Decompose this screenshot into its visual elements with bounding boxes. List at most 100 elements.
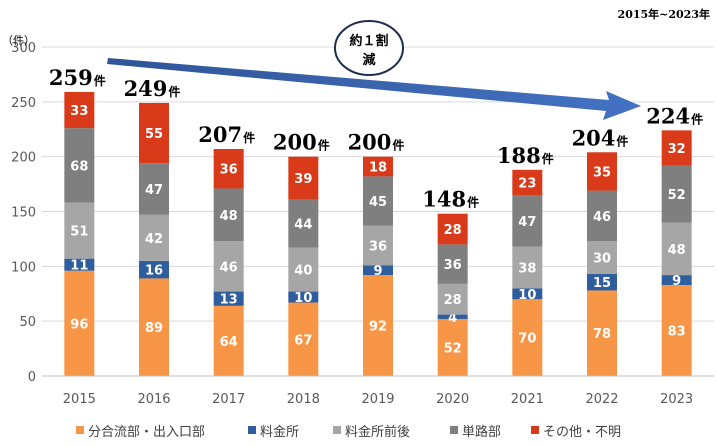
total-unit: 件 [168, 84, 180, 99]
total-unit: 件 [243, 130, 255, 145]
bar-segment [363, 225, 393, 266]
total-label: 204件 [572, 125, 629, 150]
bar-segment [587, 241, 617, 275]
data-label: 52 [444, 341, 462, 356]
bar-segment [437, 213, 468, 245]
total-label: 259件 [49, 65, 106, 90]
data-label: 33 [70, 104, 88, 119]
data-label: 47 [145, 183, 163, 198]
bar-segment [213, 305, 244, 376]
legend-swatch [333, 426, 341, 434]
data-label: 46 [220, 260, 238, 275]
data-label: 47 [518, 215, 536, 230]
bar-segment [288, 247, 319, 292]
total-label: 224件 [646, 103, 703, 128]
total-unit: 件 [542, 151, 554, 166]
data-label: 13 [220, 293, 238, 308]
bar-segment [139, 260, 169, 279]
total-value: 259 [49, 65, 93, 90]
bar-segment [64, 202, 95, 259]
bar-segment [661, 275, 692, 285]
bar-segment [213, 188, 244, 242]
total-value: 188 [497, 143, 541, 168]
x-tick-label: 2018 [287, 392, 320, 407]
data-label: 11 [70, 259, 88, 274]
bar-segment [213, 241, 244, 292]
data-label: 10 [518, 288, 536, 303]
total-unit: 件 [392, 138, 404, 153]
trend-arrow-shape [107, 58, 641, 120]
data-label: 40 [294, 264, 312, 279]
total-unit: 件 [94, 73, 106, 88]
data-label: 89 [145, 321, 163, 336]
data-label: 42 [145, 232, 163, 247]
total-label: 200件 [273, 130, 330, 155]
bar-segment [288, 302, 319, 376]
bar-segment [139, 163, 169, 215]
y-tick-label: 100 [11, 260, 36, 275]
bar-segment [587, 290, 617, 376]
legend-label: 単路部 [462, 424, 501, 440]
legend-swatch [531, 426, 539, 434]
x-tick-label: 2016 [137, 392, 170, 407]
bar-segment [64, 91, 95, 129]
data-label: 10 [294, 291, 312, 306]
x-tick-label: 2021 [511, 392, 544, 407]
trend-arrow [107, 58, 641, 120]
data-label: 48 [220, 209, 238, 224]
bar-segment [64, 128, 95, 203]
legend-swatch [76, 426, 84, 434]
bar-segment [661, 284, 692, 376]
total-label: 207件 [198, 122, 255, 147]
data-label: 48 [668, 243, 686, 258]
total-unit: 件 [691, 111, 703, 126]
data-label: 16 [145, 264, 163, 279]
data-label: 67 [294, 333, 312, 348]
x-tick-label: 2022 [585, 392, 618, 407]
data-label: 15 [593, 276, 611, 291]
unit-label: （件） [2, 34, 35, 47]
total-value: 204 [572, 125, 616, 150]
legend-label: その他・不明 [543, 425, 621, 440]
x-tick-label: 2017 [212, 392, 245, 407]
bar-segment [437, 314, 468, 319]
data-label: 46 [593, 210, 611, 225]
bar-segment [288, 156, 319, 200]
legend-label: 料金所 [260, 424, 299, 440]
data-label: 55 [145, 127, 163, 142]
y-axis: 0 50 100 150 200 250 300 [11, 41, 36, 385]
bar-segment [363, 176, 393, 226]
bar-segment [587, 190, 617, 242]
bar-segment [213, 148, 244, 189]
bar-segment [64, 270, 95, 376]
x-tick-label: 2020 [436, 392, 469, 407]
bar-segment [587, 274, 617, 291]
data-label: 45 [369, 195, 387, 210]
decrease-annotation: 約１割 減 [334, 20, 404, 76]
bar-segment [139, 278, 169, 376]
data-label: 36 [369, 239, 387, 254]
bar-segment [213, 291, 244, 306]
data-label: 51 [70, 225, 88, 240]
annotation-line2: 減 [362, 52, 375, 68]
bar-segment [587, 152, 617, 191]
bar-segment [363, 265, 393, 276]
range-label: 2015年~2023年 [618, 7, 710, 21]
total-unit: 件 [616, 133, 628, 148]
bar-segment [437, 318, 468, 376]
y-tick-label: 200 [11, 151, 36, 166]
total-value: 224 [646, 103, 690, 128]
data-label: 52 [668, 188, 686, 203]
data-label: 28 [444, 293, 462, 308]
data-label: 68 [70, 159, 88, 174]
x-tick-label: 2019 [361, 392, 394, 407]
data-label: 30 [593, 252, 611, 267]
data-label: 36 [444, 258, 462, 273]
data-label: 83 [668, 324, 686, 339]
bar-segment [661, 165, 692, 223]
data-label: 38 [518, 261, 536, 276]
data-label: 9 [672, 274, 681, 289]
bar-segment [512, 299, 543, 376]
total-label: 188件 [497, 143, 554, 168]
